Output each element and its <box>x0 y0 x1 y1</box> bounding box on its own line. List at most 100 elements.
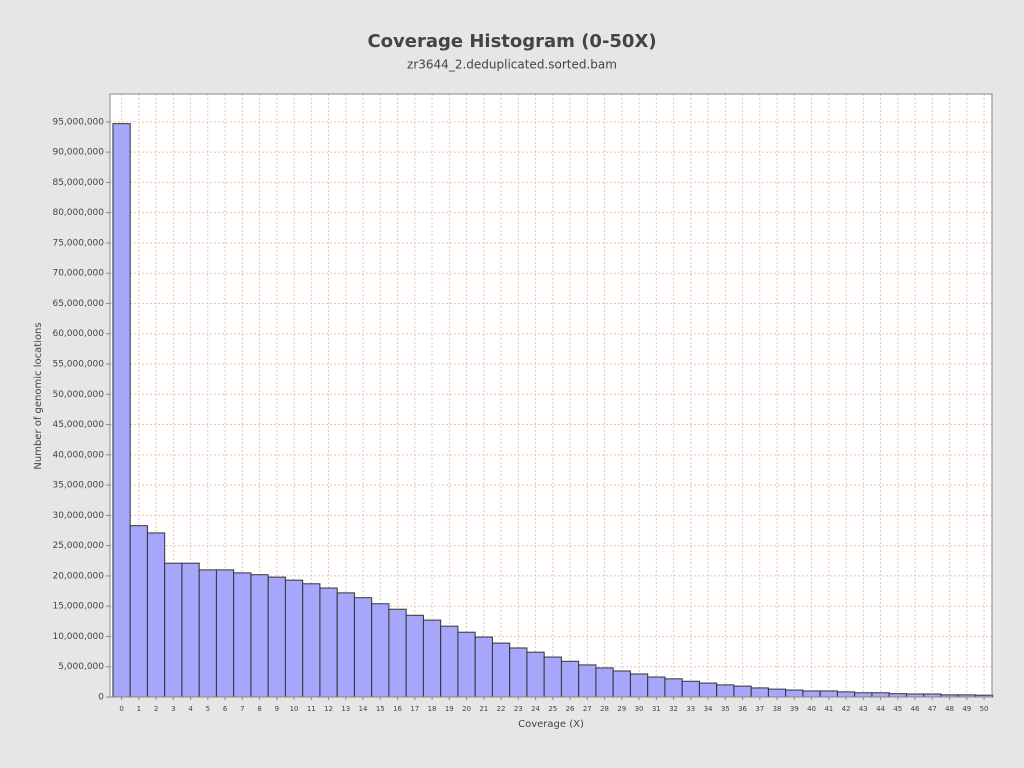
x-tick-label: 23 <box>514 705 523 713</box>
bar <box>578 664 597 698</box>
y-tick-label: 85,000,000 <box>52 178 104 188</box>
x-tick-label: 18 <box>428 705 437 713</box>
x-tick-label: 49 <box>962 705 971 713</box>
bar <box>146 532 166 698</box>
x-tick-label: 35 <box>721 705 730 713</box>
y-tick-label: 50,000,000 <box>52 390 104 400</box>
bar <box>819 690 838 698</box>
bar <box>181 562 200 698</box>
y-tick-label: 95,000,000 <box>52 117 104 127</box>
bar <box>422 619 442 698</box>
y-tick-label: 90,000,000 <box>52 148 104 158</box>
x-tick-label: 9 <box>275 705 279 713</box>
x-tick-label: 5 <box>206 705 210 713</box>
bar <box>802 690 821 698</box>
bar <box>836 691 856 698</box>
y-tick-label: 5,000,000 <box>58 662 104 672</box>
x-tick-label: 19 <box>445 705 454 713</box>
bar <box>785 689 804 698</box>
bar <box>457 631 476 698</box>
x-tick-label: 11 <box>307 705 316 713</box>
y-tick-label: 40,000,000 <box>52 450 104 460</box>
y-tick-label: 35,000,000 <box>52 481 104 491</box>
x-tick-label: 10 <box>290 705 299 713</box>
x-tick-label: 41 <box>824 705 833 713</box>
y-tick-label: 80,000,000 <box>52 208 104 218</box>
x-tick-label: 8 <box>257 705 261 713</box>
x-tick-label: 36 <box>738 705 747 713</box>
bar <box>767 688 787 698</box>
x-tick-label: 39 <box>790 705 799 713</box>
x-tick-label: 29 <box>617 705 626 713</box>
y-tick-label: 0 <box>98 693 104 703</box>
x-tick-label: 46 <box>911 705 920 713</box>
bar <box>112 123 131 698</box>
y-axis-label: Number of genomic locations <box>33 322 44 469</box>
bar <box>664 678 683 698</box>
x-tick-label: 16 <box>393 705 402 713</box>
x-tick-label: 7 <box>240 705 244 713</box>
x-tick-label: 20 <box>462 705 471 713</box>
x-axis-label: Coverage (X) <box>518 719 584 730</box>
bar <box>612 670 631 698</box>
y-tick-label: 60,000,000 <box>52 329 104 339</box>
x-tick-label: 42 <box>842 705 851 713</box>
bar <box>647 676 666 698</box>
y-tick-label: 20,000,000 <box>52 571 104 581</box>
x-tick-label: 6 <box>223 705 228 713</box>
x-tick-label: 12 <box>324 705 333 713</box>
x-tick-label: 24 <box>531 705 540 713</box>
x-tick-label: 31 <box>652 705 661 713</box>
bar <box>250 574 269 698</box>
bar <box>319 587 338 698</box>
bar <box>560 660 580 698</box>
x-tick-label: 33 <box>686 705 695 713</box>
bar <box>302 583 321 698</box>
chart-title: Coverage Histogram (0-50X) <box>367 31 656 52</box>
x-tick-label: 48 <box>945 705 954 713</box>
x-tick-label: 15 <box>376 705 385 713</box>
bar <box>854 692 873 698</box>
x-tick-label: 3 <box>171 705 175 713</box>
x-tick-label: 37 <box>755 705 764 713</box>
bar <box>215 569 235 698</box>
bar <box>440 625 459 698</box>
x-tick-label: 14 <box>359 705 368 713</box>
bar <box>336 592 355 698</box>
x-tick-label: 26 <box>566 705 575 713</box>
x-tick-label: 28 <box>600 705 609 713</box>
x-tick-label: 22 <box>497 705 506 713</box>
x-tick-label: 0 <box>119 705 123 713</box>
x-tick-label: 30 <box>635 705 644 713</box>
y-tick-label: 15,000,000 <box>52 602 104 612</box>
bar <box>474 636 493 698</box>
chart-subtitle: zr3644_2.deduplicated.sorted.bam <box>407 58 617 72</box>
x-tick-label: 17 <box>410 705 419 713</box>
bar <box>267 576 286 698</box>
y-tick-label: 70,000,000 <box>52 269 104 279</box>
y-tick-label: 45,000,000 <box>52 420 104 430</box>
x-tick-label: 44 <box>876 705 885 713</box>
x-tick-label: 21 <box>479 705 488 713</box>
x-tick-label: 38 <box>773 705 782 713</box>
y-tick-label: 75,000,000 <box>52 238 104 248</box>
bar <box>509 647 528 698</box>
bar <box>543 656 562 698</box>
x-tick-label: 47 <box>928 705 937 713</box>
plot-border <box>109 93 993 698</box>
bar <box>198 569 217 698</box>
bar <box>629 673 649 698</box>
x-tick-label: 50 <box>980 705 989 713</box>
bar <box>353 597 373 698</box>
bar <box>595 667 614 698</box>
x-tick-label: 43 <box>859 705 868 713</box>
x-tick-label: 45 <box>893 705 902 713</box>
bar <box>284 579 304 698</box>
bar <box>388 608 407 698</box>
x-tick-label: 1 <box>137 705 141 713</box>
bar <box>733 685 752 698</box>
bar <box>371 603 390 698</box>
bar <box>491 642 511 698</box>
